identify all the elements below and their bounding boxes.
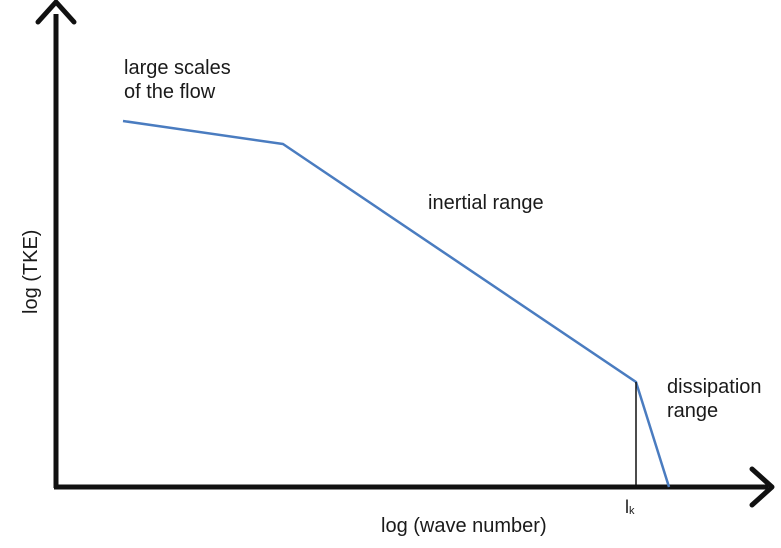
x-axis-label: log (wave number) (381, 515, 547, 537)
large-scales-label: large scales of the flow (124, 56, 231, 104)
x-axis-arrowhead (749, 466, 775, 508)
dissipation-label-line1: dissipation (667, 376, 762, 398)
y-axis-arrowhead (35, 0, 77, 25)
inertial-range-label: inertial range (428, 192, 544, 214)
large-scales-label-line2: of the flow (124, 81, 216, 103)
lk-tick-subscript: k (629, 505, 635, 517)
y-axis-label: log (TKE) (20, 229, 42, 314)
dissipation-label-line2: range (667, 400, 719, 422)
spectrum-curve (122, 119, 671, 488)
dissipation-range-label: dissipation range (667, 375, 762, 423)
lk-tick-label: lk (625, 497, 635, 521)
lk-tick-main: l (625, 497, 629, 517)
large-scales-label-line1: large scales (124, 57, 231, 79)
